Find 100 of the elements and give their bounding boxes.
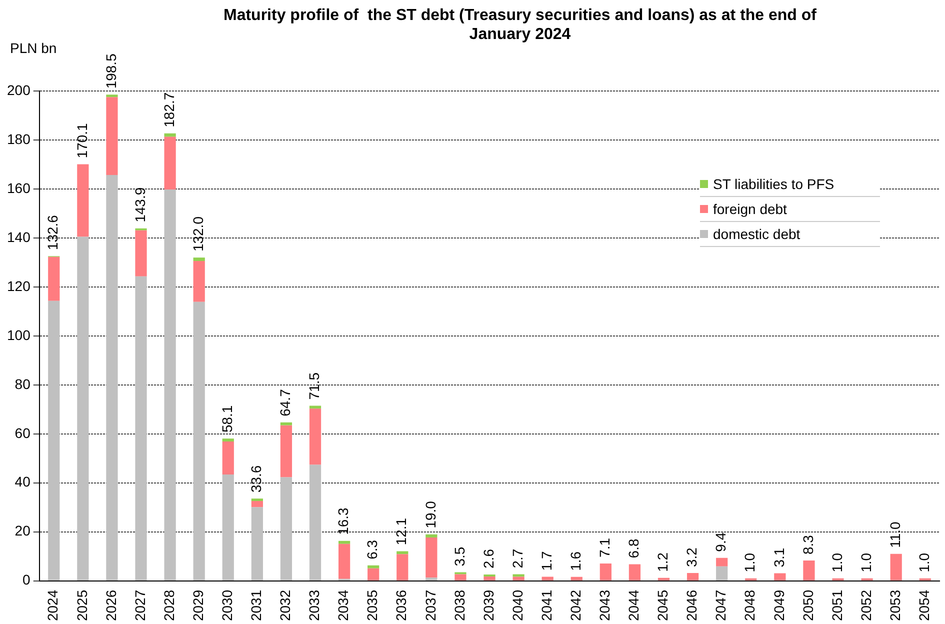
bar bbox=[309, 406, 322, 409]
bar bbox=[890, 554, 902, 580]
bar bbox=[77, 164, 89, 237]
x-tick-label: 2031 bbox=[248, 590, 264, 622]
total-label: 1.0 bbox=[828, 552, 845, 572]
x-tick-label: 2044 bbox=[626, 590, 642, 622]
x-tick-label: 2029 bbox=[190, 590, 206, 622]
bar bbox=[686, 573, 699, 580]
total-label: 1.6 bbox=[567, 551, 584, 571]
y-axis-title: PLN bn bbox=[10, 40, 57, 56]
total-label: 11.0 bbox=[886, 521, 903, 548]
x-tick-label: 2034 bbox=[335, 590, 352, 622]
total-label: 33.6 bbox=[248, 465, 264, 493]
bar bbox=[600, 563, 612, 580]
x-tick-label: 2045 bbox=[654, 590, 671, 622]
bar bbox=[426, 534, 438, 538]
y-tick-label: 200 bbox=[7, 82, 31, 98]
bar bbox=[164, 189, 176, 580]
bar bbox=[338, 544, 350, 579]
total-label: 143.9 bbox=[132, 187, 148, 222]
bar bbox=[368, 565, 380, 568]
x-tick-label: 2043 bbox=[596, 590, 613, 622]
x-tick-label: 2042 bbox=[567, 590, 584, 622]
legend-label: domestic debt bbox=[713, 226, 800, 242]
total-label: 6.3 bbox=[364, 540, 380, 560]
total-label: 170.1 bbox=[74, 122, 90, 158]
bar bbox=[280, 477, 292, 580]
bar bbox=[774, 573, 786, 580]
total-label: 9.4 bbox=[712, 532, 729, 552]
total-label: 1.0 bbox=[858, 552, 874, 572]
x-tick-label: 2037 bbox=[422, 590, 438, 622]
bar bbox=[106, 97, 118, 176]
total-label: 8.3 bbox=[800, 534, 816, 555]
x-tick-label: 2035 bbox=[364, 590, 380, 622]
x-tick-label: 2024 bbox=[44, 590, 61, 622]
total-label: 132.6 bbox=[44, 214, 61, 250]
total-label: 1.0 bbox=[916, 552, 932, 572]
total-label: 132.0 bbox=[190, 216, 206, 252]
bar bbox=[106, 94, 118, 98]
total-label: 1.0 bbox=[742, 552, 758, 572]
x-tick-label: 2039 bbox=[480, 590, 496, 622]
bar bbox=[222, 438, 234, 442]
x-tick-label: 2054 bbox=[916, 590, 932, 622]
y-tick-label: 80 bbox=[14, 376, 31, 392]
y-tick-label: 180 bbox=[7, 130, 31, 147]
bar bbox=[454, 574, 466, 580]
y-tick-label: 20 bbox=[14, 522, 31, 539]
bar bbox=[803, 560, 815, 580]
bar bbox=[484, 576, 496, 580]
bar bbox=[716, 566, 728, 580]
legend-label: ST liabilities to PFS bbox=[713, 176, 834, 192]
bar bbox=[280, 422, 292, 426]
total-label: 2.7 bbox=[509, 548, 526, 568]
bar bbox=[193, 258, 205, 261]
bar bbox=[396, 554, 408, 580]
y-tick-label: 140 bbox=[7, 228, 31, 245]
bar bbox=[77, 236, 89, 580]
y-tick-label: 120 bbox=[7, 278, 31, 294]
x-tick-label: 2036 bbox=[393, 590, 410, 622]
bar bbox=[570, 576, 582, 580]
total-label: 16.3 bbox=[335, 507, 352, 535]
bar bbox=[48, 300, 60, 580]
bar bbox=[135, 276, 147, 580]
bar bbox=[251, 498, 263, 502]
x-tick-label: 2049 bbox=[770, 590, 787, 622]
bar bbox=[309, 408, 322, 465]
bar bbox=[542, 576, 554, 580]
bar bbox=[658, 578, 670, 580]
bar bbox=[512, 574, 524, 577]
y-tick-label: 160 bbox=[7, 180, 31, 196]
bar bbox=[135, 230, 147, 276]
bar bbox=[222, 441, 234, 475]
total-label: 1.2 bbox=[654, 552, 671, 572]
x-tick-label: 2053 bbox=[886, 590, 903, 622]
x-tick-label: 2052 bbox=[858, 590, 874, 622]
total-label: 7.1 bbox=[596, 538, 613, 558]
x-tick-label: 2027 bbox=[132, 590, 148, 622]
x-tick-label: 2028 bbox=[160, 590, 177, 622]
x-tick-label: 2026 bbox=[102, 590, 119, 622]
x-tick-label: 2046 bbox=[684, 590, 700, 622]
total-label: 12.1 bbox=[393, 518, 410, 546]
x-tick-label: 2050 bbox=[800, 590, 816, 622]
x-tick-label: 2030 bbox=[218, 590, 235, 622]
y-tick-label: 100 bbox=[7, 326, 31, 343]
bar bbox=[426, 578, 438, 580]
x-tick-label: 2051 bbox=[828, 590, 845, 622]
bar bbox=[512, 576, 524, 580]
bar bbox=[309, 464, 322, 580]
total-label: 1.7 bbox=[538, 551, 554, 571]
y-tick-label: 40 bbox=[14, 474, 31, 490]
total-label: 19.0 bbox=[422, 500, 438, 528]
bar bbox=[251, 507, 263, 580]
bar bbox=[251, 501, 263, 508]
x-tick-label: 2041 bbox=[538, 590, 554, 622]
total-label: 6.8 bbox=[626, 538, 642, 558]
total-label: 2.6 bbox=[480, 548, 496, 568]
bar bbox=[193, 260, 205, 302]
y-tick-label: 0 bbox=[22, 572, 31, 588]
total-label: 71.5 bbox=[306, 372, 322, 400]
bar bbox=[164, 136, 176, 190]
